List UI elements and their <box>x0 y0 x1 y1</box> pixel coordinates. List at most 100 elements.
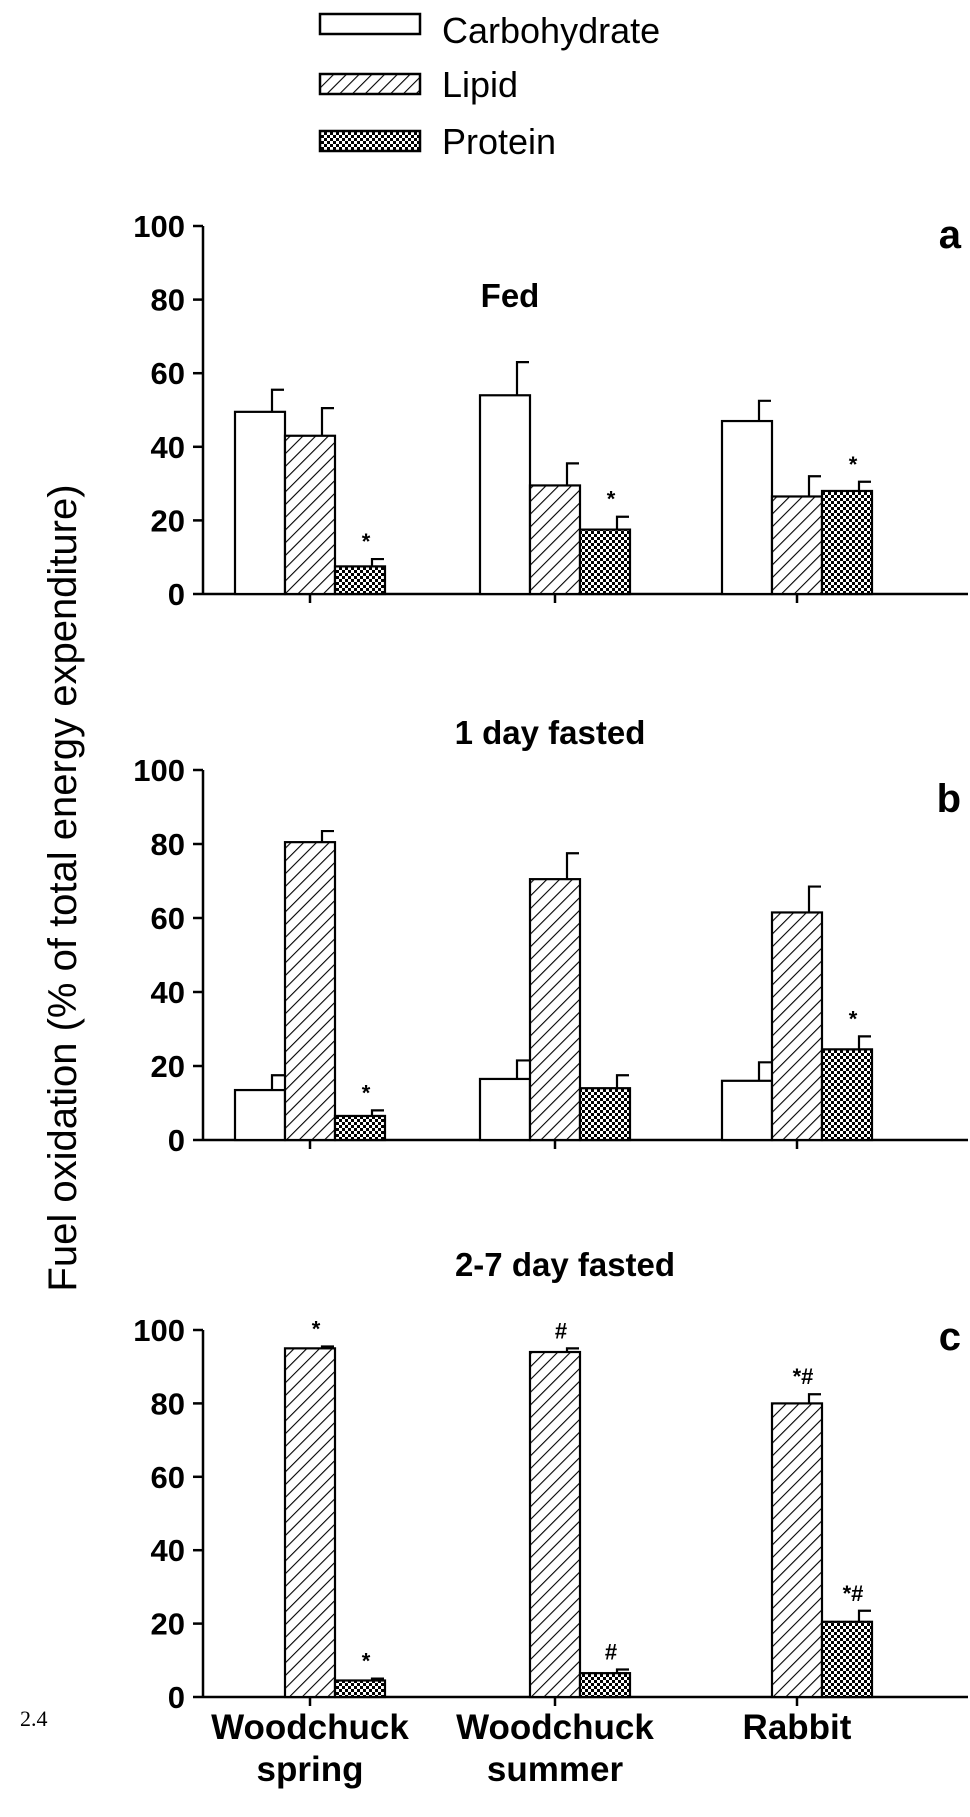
bar-b-lipid-2 <box>770 911 824 1142</box>
sig-mark-a-protein-1: * <box>607 487 616 512</box>
legend-entry-protein: Protein <box>318 121 556 162</box>
bar-a-carbohydrate-1 <box>478 394 532 596</box>
legend-swatch-carbohydrate <box>318 12 422 36</box>
panel-c-title: 2-7 day fasted <box>455 1246 675 1283</box>
error-bar-a-protein-0 <box>370 557 384 567</box>
bar-c-lipid-2 <box>770 1402 824 1699</box>
panel-b-y-tick-label: 80 <box>151 827 185 862</box>
category-label-line: summer <box>487 1750 624 1789</box>
error-bar-c-lipid-2 <box>807 1393 821 1404</box>
bar-c-protein-1 <box>578 1672 632 1699</box>
sig-mark-c-protein-2: *# <box>843 1581 864 1606</box>
bar-b-protein-2 <box>820 1048 874 1142</box>
error-bar-a-carbohydrate-0 <box>270 388 284 412</box>
bar-b-protein-0 <box>333 1114 387 1142</box>
sig-mark-c-protein-1: # <box>605 1639 617 1664</box>
bar-c-protein-2 <box>820 1620 874 1699</box>
error-bar-c-protein-1 <box>615 1668 629 1674</box>
panel-c-y-tick-label: 20 <box>151 1607 185 1642</box>
error-bar-a-carbohydrate-2 <box>757 399 771 422</box>
bar-c-lipid-0 <box>283 1347 337 1699</box>
panel-b-y-tick-label: 100 <box>133 753 185 788</box>
panel-b-bars: ** <box>233 829 874 1142</box>
bar-a-lipid-1 <box>528 484 582 596</box>
bar-b-lipid-0 <box>283 841 337 1142</box>
error-bar-b-protein-1 <box>615 1074 629 1089</box>
panel-a-y-tick-label: 0 <box>168 577 185 612</box>
bar-a-carbohydrate-0 <box>233 410 287 596</box>
error-bar-a-protein-1 <box>615 515 629 530</box>
bar-c-lipid-1 <box>528 1350 582 1699</box>
bar-b-lipid-1 <box>528 878 582 1142</box>
page-number: 2.4 <box>20 1706 48 1731</box>
panel-a-y-tick-label: 80 <box>151 283 185 318</box>
y-axis-label: Fuel oxidation (% of total energy expend… <box>41 484 85 1291</box>
category-label-0: Woodchuck spring <box>211 1708 409 1789</box>
panel-b-y-tick-label: 60 <box>151 901 185 936</box>
sig-mark-c-protein-0: * <box>362 1649 371 1674</box>
sig-mark-a-protein-0: * <box>362 529 371 554</box>
sig-mark-a-protein-2: * <box>849 452 858 477</box>
sig-mark-c-lipid-0: * <box>312 1317 321 1342</box>
bar-b-carbohydrate-0 <box>233 1088 287 1142</box>
error-bar-a-lipid-2 <box>807 475 821 497</box>
panel-a-bars: * * * <box>233 361 874 596</box>
legend-swatch-protein <box>318 129 422 153</box>
bar-a-protein-1 <box>578 528 632 596</box>
panel-a-title: Fed <box>481 277 540 314</box>
bar-a-lipid-0 <box>283 434 337 596</box>
panel-c-y-tick-label: 40 <box>151 1533 185 1568</box>
sig-mark-c-lipid-2: *# <box>793 1364 814 1389</box>
panel-c-y-tick-label: 100 <box>133 1313 185 1348</box>
panel-a-y-tick-label: 20 <box>151 503 185 538</box>
error-bar-b-carbohydrate-2 <box>757 1061 771 1081</box>
sig-mark-b-protein-2: * <box>849 1006 858 1031</box>
panel-c-bars: * #*#* #*# <box>283 1317 874 1699</box>
error-bar-b-lipid-0 <box>320 829 334 843</box>
error-bar-b-protein-0 <box>370 1109 384 1116</box>
panel-c-letter: c <box>939 1315 961 1359</box>
bar-b-carbohydrate-2 <box>720 1079 774 1142</box>
sig-mark-c-lipid-1: # <box>555 1318 567 1343</box>
error-bar-a-lipid-0 <box>320 407 334 436</box>
panel-c-y-tick-label: 80 <box>151 1386 185 1421</box>
legend-label-carbohydrate: Carbohydrate <box>442 10 660 51</box>
legend-entry-lipid: Lipid <box>318 64 518 105</box>
category-label-line: Woodchuck <box>456 1708 654 1747</box>
bar-a-carbohydrate-2 <box>720 419 774 596</box>
legend-label-protein: Protein <box>442 121 556 162</box>
legend: Carbohydrate Lipid Protein <box>318 10 660 162</box>
panel-a-y-tick-label: 100 <box>133 209 185 244</box>
sig-mark-b-protein-0: * <box>362 1080 371 1105</box>
panel-b-y-tick-label: 40 <box>151 975 185 1010</box>
panel-a-letter: a <box>939 213 962 257</box>
category-label-line: spring <box>257 1750 364 1789</box>
error-bar-a-carbohydrate-1 <box>515 361 529 396</box>
panel-b-letter: b <box>937 777 961 821</box>
bar-c-protein-0 <box>333 1679 387 1699</box>
panel-b-y-tick-label: 0 <box>168 1123 185 1158</box>
error-bar-b-carbohydrate-0 <box>270 1074 284 1091</box>
bar-a-protein-0 <box>333 565 387 596</box>
panel-a: 0 20 40 60 80 100 * * * Fed a <box>133 209 968 612</box>
category-label-line: Woodchuck <box>211 1708 409 1747</box>
error-bar-c-lipid-0 <box>320 1345 334 1349</box>
error-bar-b-carbohydrate-1 <box>515 1059 529 1079</box>
error-bar-c-protein-0 <box>370 1677 384 1681</box>
error-bar-b-lipid-2 <box>807 885 821 913</box>
error-bar-a-protein-2 <box>857 480 871 491</box>
panel-b-y-tick-label: 20 <box>151 1049 185 1084</box>
legend-swatch-lipid <box>318 72 422 96</box>
error-bar-c-lipid-1 <box>565 1347 579 1353</box>
category-label-2: Rabbit <box>743 1708 852 1747</box>
error-bar-c-protein-2 <box>857 1609 871 1622</box>
panel-a-y-tick-label: 60 <box>151 356 185 391</box>
category-label-1: Woodchuck summer <box>456 1708 654 1789</box>
error-bar-a-lipid-1 <box>565 462 579 486</box>
panel-c-y-tick-label: 60 <box>151 1460 185 1495</box>
bar-b-protein-1 <box>578 1087 632 1142</box>
